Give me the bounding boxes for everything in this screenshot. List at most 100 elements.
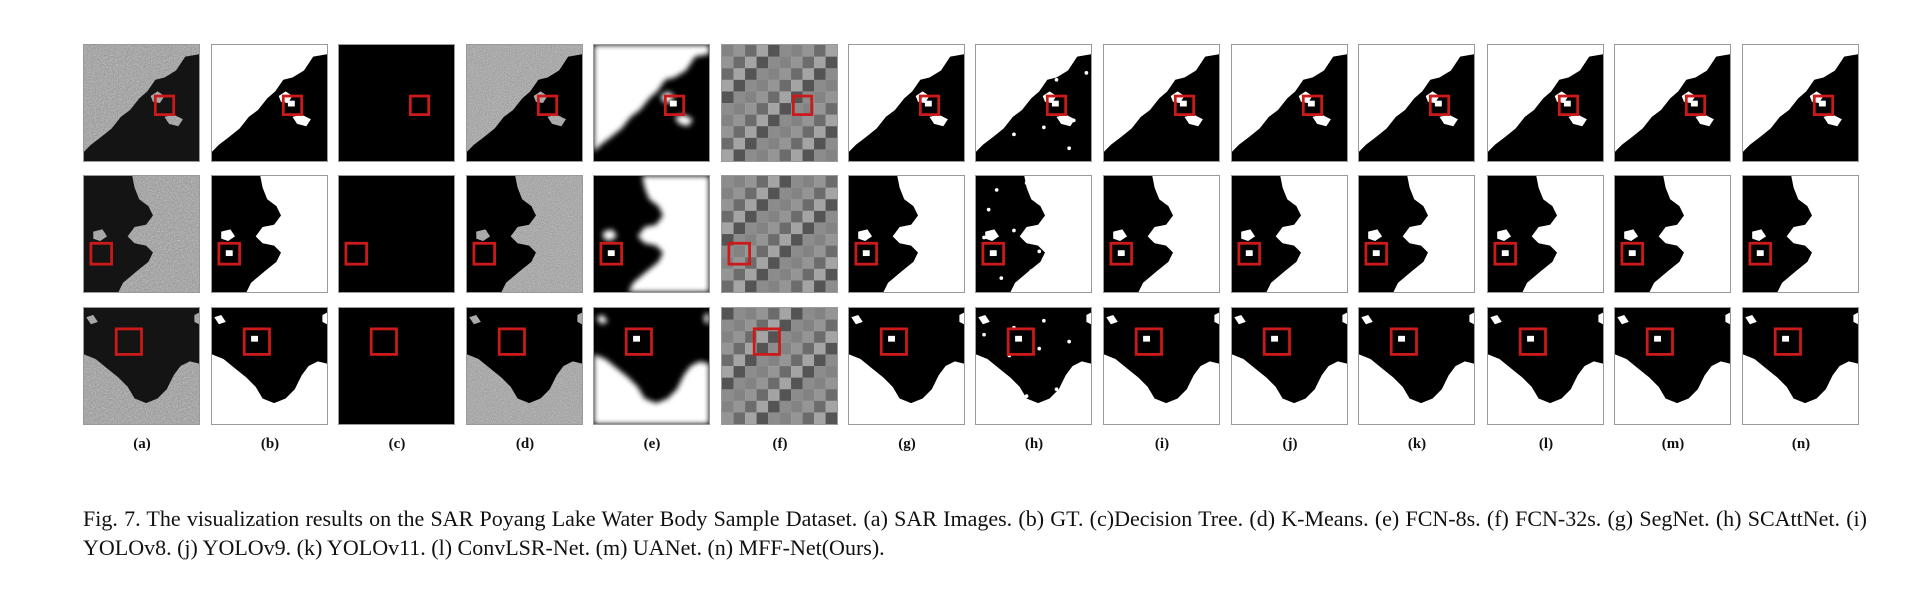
result-image-n-row2 [1742,175,1859,293]
result-image-g-row2 [848,175,965,293]
result-image-k-row3 [1358,307,1475,425]
column-label-h: (h) [1024,436,1044,452]
result-image-graphic [1359,176,1474,292]
result-image-graphic [976,308,1091,424]
result-image-j-row2 [1231,175,1348,293]
result-image-c-row1 [338,44,455,162]
result-image-graphic [1104,45,1219,161]
result-image-graphic [849,45,964,161]
result-image-a-row1 [83,44,200,162]
result-image-m-row2 [1614,175,1731,293]
result-image-g-row1 [848,44,965,162]
result-image-l-row3 [1487,307,1604,425]
figure-column-k: (k) [1358,44,1476,452]
result-image-graphic [1488,176,1603,292]
result-image-e-row2 [593,175,710,293]
result-image-c-row3 [338,307,455,425]
figure-column-f: (f) [721,44,839,452]
result-image-b-row1 [211,44,328,162]
column-label-f: (f) [772,436,788,452]
result-image-graphic [84,176,199,292]
column-label-a: (a) [133,436,151,452]
figure-column-d: (d) [466,44,584,452]
result-image-graphic [467,308,582,424]
result-image-graphic [594,45,709,161]
column-label-j: (j) [1282,436,1298,452]
figure-column-i: (i) [1103,44,1221,452]
column-label-n: (n) [1791,436,1811,452]
figure-column-m: (m) [1614,44,1732,452]
result-image-graphic [594,308,709,424]
result-image-c-row2 [338,175,455,293]
figure-column-h: (h) [975,44,1093,452]
result-image-n-row3 [1742,307,1859,425]
result-image-n-row1 [1742,44,1859,162]
result-image-k-row2 [1358,175,1475,293]
figure-column-n: (n) [1742,44,1860,452]
result-image-graphic [1359,308,1474,424]
result-image-b-row3 [211,307,328,425]
result-image-graphic [1232,176,1347,292]
result-image-f-row3 [721,307,838,425]
column-label-b: (b) [260,436,280,452]
result-image-graphic [722,308,837,424]
result-image-graphic [84,45,199,161]
result-image-i-row2 [1103,175,1220,293]
column-label-k: (k) [1407,436,1427,452]
result-image-graphic [1104,176,1219,292]
result-image-m-row3 [1614,307,1731,425]
column-label-e: (e) [643,436,661,452]
result-image-graphic [1615,176,1730,292]
result-image-graphic [1615,308,1730,424]
result-image-graphic [212,176,327,292]
result-image-m-row1 [1614,44,1731,162]
result-image-l-row1 [1487,44,1604,162]
result-image-graphic [1743,45,1858,161]
result-image-a-row2 [83,175,200,293]
result-image-graphic [722,176,837,292]
result-image-a-row3 [83,307,200,425]
result-image-graphic [849,308,964,424]
result-image-graphic [467,45,582,161]
result-image-graphic [84,308,199,424]
result-image-f-row2 [721,175,838,293]
result-image-graphic [849,176,964,292]
result-image-d-row2 [466,175,583,293]
result-image-graphic [339,45,454,161]
result-image-j-row3 [1231,307,1348,425]
result-image-g-row3 [848,307,965,425]
result-image-graphic [339,176,454,292]
result-image-l-row2 [1487,175,1604,293]
result-image-h-row1 [975,44,1092,162]
result-image-graphic [594,176,709,292]
result-image-graphic [1232,308,1347,424]
figure-column-b: (b) [211,44,329,452]
result-image-graphic [339,308,454,424]
column-label-m: (m) [1661,436,1685,452]
column-label-i: (i) [1154,436,1170,452]
result-image-graphic [1488,308,1603,424]
figure-column-c: (c) [338,44,456,452]
result-image-graphic [1359,45,1474,161]
result-image-i-row1 [1103,44,1220,162]
result-image-graphic [212,45,327,161]
result-image-b-row2 [211,175,328,293]
result-image-graphic [1232,45,1347,161]
figure-column-a: (a) [83,44,201,452]
result-image-graphic [1615,45,1730,161]
column-label-d: (d) [515,436,535,452]
result-image-k-row1 [1358,44,1475,162]
results-figure-grid: (a) (b) (c) (d) (e) (f) (g) (h) (i) (j) (k) (l) (m) (… [83,44,1863,452]
figure-caption: Fig. 7. The visualization results on the… [83,506,1867,560]
result-image-f-row1 [721,44,838,162]
result-image-graphic [722,45,837,161]
column-label-c: (c) [388,436,406,452]
result-image-graphic [976,45,1091,161]
figure-column-l: (l) [1487,44,1605,452]
result-image-d-row3 [466,307,583,425]
column-label-g: (g) [898,436,916,452]
figure-column-j: (j) [1231,44,1349,452]
result-image-e-row1 [593,44,710,162]
figure-column-e: (e) [593,44,711,452]
column-label-l: (l) [1538,436,1554,452]
